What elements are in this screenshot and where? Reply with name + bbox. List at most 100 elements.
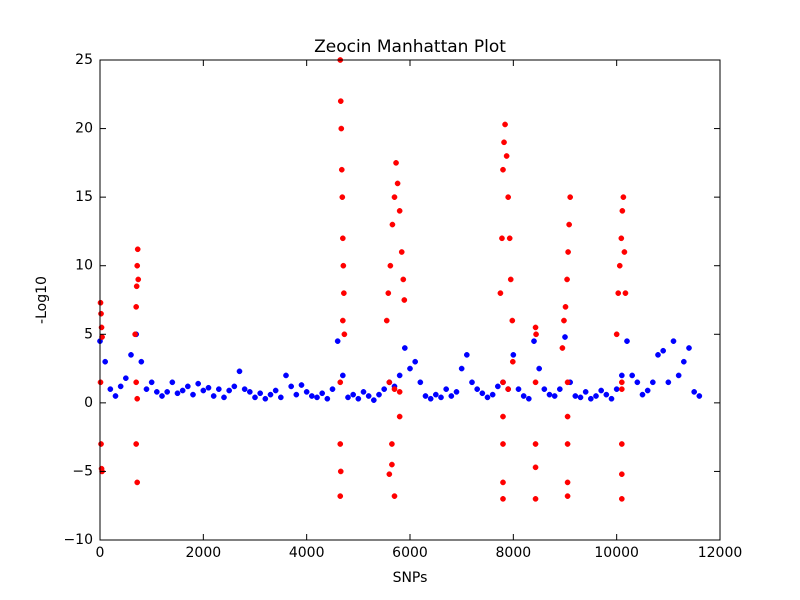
data-point [246,389,253,395]
data-point [463,352,470,358]
data-point [329,386,336,392]
y-tick-label: 5 [84,326,93,342]
data-point [532,441,539,447]
chart-title: Zeocin Manhattan Plot [314,37,506,57]
data-point [97,299,104,306]
data-point [618,471,625,478]
data-point [531,338,537,344]
x-axis-label: SNPs [393,570,428,586]
data-point [338,125,345,132]
data-point [277,394,284,401]
data-point [324,395,331,402]
data-point [500,413,506,420]
data-point [500,166,506,173]
data-point [438,394,444,401]
data-point [159,393,165,399]
data-point [267,391,274,398]
data-point [541,386,548,392]
data-point [148,379,155,386]
y-tick-label: 0 [84,395,93,411]
data-point [515,386,522,392]
data-point [190,391,196,398]
data-point [479,390,486,397]
data-point [564,479,571,486]
data-point [288,383,295,390]
data-point [401,297,408,303]
data-point [355,395,362,402]
data-point [117,383,124,390]
data-point [675,372,682,379]
data-point [489,391,496,398]
y-tick-label: −10 [63,532,93,548]
data-point [506,235,513,242]
data-point [135,276,142,283]
data-point [533,331,539,338]
x-tick-label: 10000 [594,545,639,561]
data-point [339,372,346,379]
data-point [686,345,692,351]
x-tick-label: 12000 [698,545,743,561]
data-point [443,386,450,392]
data-point [398,249,405,255]
data-point [500,379,506,386]
data-point [564,493,571,499]
data-point [536,365,543,372]
data-point [376,391,382,398]
data-point [226,387,233,394]
data-point [407,365,413,372]
data-point [341,331,348,338]
data-point [370,397,377,403]
data-point [134,479,141,486]
data-point [98,310,104,317]
data-point [598,387,605,394]
data-point [622,290,629,296]
data-point [241,386,248,392]
data-point [221,394,227,401]
data-point [624,338,630,344]
data-point [564,379,571,386]
data-point [340,262,347,269]
data-point [319,390,326,397]
data-point [314,394,320,401]
x-tick-label: 0 [96,545,105,561]
data-point [559,345,566,351]
data-point [572,393,579,399]
data-point [613,331,620,338]
data-point [427,395,434,402]
data-point [143,386,150,392]
data-point [532,324,539,331]
data-point [231,383,238,390]
data-point [691,389,698,395]
y-tick-label: 10 [75,258,93,274]
data-point [616,262,623,269]
data-point [566,221,572,228]
data-point [262,395,269,402]
data-point [169,379,176,386]
data-point [298,382,305,388]
y-tick-label: −5 [72,463,93,479]
data-point [272,387,279,394]
data-point [98,441,104,447]
data-point [593,393,599,399]
data-point [341,290,347,296]
data-point [236,368,243,375]
data-point [389,441,395,447]
data-point [499,235,505,242]
data-point [393,160,399,166]
data-point [432,391,439,398]
data-point [618,441,625,447]
data-point [386,471,393,478]
data-point [618,496,625,502]
data-point [494,383,501,390]
data-point [603,391,610,398]
data-point [337,468,344,475]
data-point [396,413,403,420]
data-point [505,194,512,200]
data-point [613,386,620,392]
data-point [629,372,636,379]
data-point [680,358,687,365]
data-point [412,358,419,365]
data-point [621,249,628,255]
data-point [386,379,393,386]
x-tick-label: 6000 [392,545,428,561]
